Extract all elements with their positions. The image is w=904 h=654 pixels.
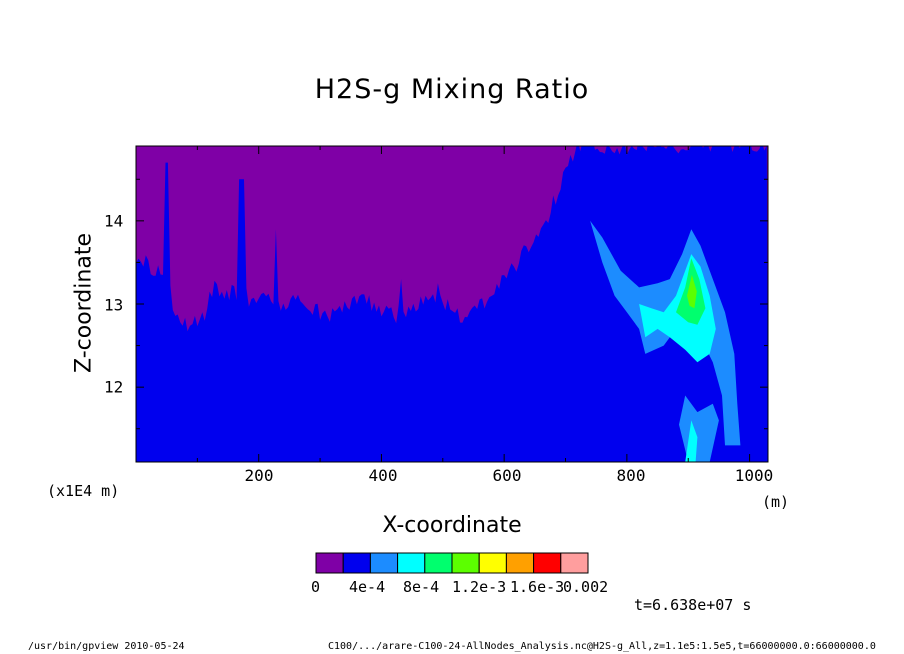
time-label: t=6.638e+07 s	[634, 596, 752, 614]
colorbar-label: 8e-4	[403, 578, 440, 596]
contour-level-5	[687, 274, 697, 309]
x-tick-label: 800	[616, 466, 646, 485]
y-tick-label: 13	[104, 295, 124, 315]
chart-title: H2S-g Mixing Ratio	[314, 74, 590, 105]
y-axis-label: Z-coordinate	[71, 233, 97, 373]
x-tick-label: 200	[244, 466, 274, 485]
y-tick-label: 12	[104, 377, 124, 397]
y-tick-label: 14	[104, 211, 124, 231]
x-tick-label: 600	[492, 466, 522, 485]
colorbar-label: 0.002	[563, 578, 609, 596]
x-tick-label: 400	[368, 466, 398, 485]
contour-level-3	[685, 420, 698, 462]
colorbar	[315, 552, 589, 574]
plot-area	[135, 145, 769, 463]
x-unit-label: (m)	[762, 493, 790, 511]
colorbar-swatch	[505, 552, 535, 574]
footer-left: /usr/bin/gpview 2010-05-24	[28, 641, 185, 652]
colorbar-swatch	[424, 552, 453, 574]
colorbar-label: 1.6e-3	[510, 578, 565, 596]
colorbar-label: 1.2e-3	[452, 578, 507, 596]
colorbar-label: 4e-4	[349, 578, 386, 596]
colorbar-swatch	[478, 552, 507, 574]
colorbar-swatch	[397, 552, 426, 574]
colorbar-swatch	[342, 552, 371, 574]
y-scale-note: (x1E4 m)	[47, 482, 120, 500]
footer-right: C100/.../arare-C100-24-AllNodes_Analysis…	[328, 641, 876, 652]
colorbar-label: 0	[311, 578, 321, 596]
colorbar-swatch	[315, 552, 344, 574]
colorbar-swatch	[533, 552, 562, 574]
x-axis-label: X-coordinate	[382, 513, 522, 538]
colorbar-swatch	[560, 552, 589, 574]
x-tick-label: 1000	[734, 466, 774, 485]
colorbar-swatch	[451, 552, 480, 574]
contour-level-1	[136, 146, 768, 462]
colorbar-swatch	[369, 552, 399, 574]
